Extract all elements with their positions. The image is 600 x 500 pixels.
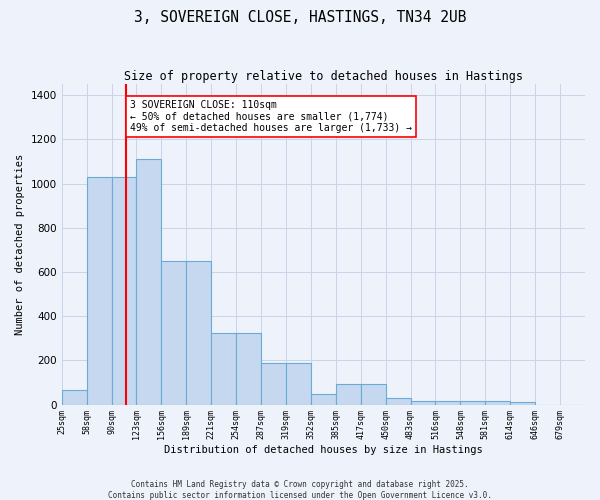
Bar bbox=[436, 402, 460, 404]
Bar bbox=[510, 402, 535, 404]
Bar bbox=[161, 261, 186, 404]
Y-axis label: Number of detached properties: Number of detached properties bbox=[15, 154, 25, 335]
Bar bbox=[261, 362, 286, 405]
Bar bbox=[86, 177, 112, 404]
Text: 3 SOVEREIGN CLOSE: 110sqm
← 50% of detached houses are smaller (1,774)
49% of se: 3 SOVEREIGN CLOSE: 110sqm ← 50% of detac… bbox=[130, 100, 412, 133]
Bar bbox=[186, 261, 211, 404]
Bar bbox=[236, 333, 261, 404]
Bar bbox=[62, 390, 86, 404]
Bar bbox=[136, 160, 161, 404]
Title: Size of property relative to detached houses in Hastings: Size of property relative to detached ho… bbox=[124, 70, 523, 83]
Bar bbox=[485, 402, 510, 404]
X-axis label: Distribution of detached houses by size in Hastings: Distribution of detached houses by size … bbox=[164, 445, 483, 455]
Bar bbox=[211, 333, 236, 404]
Bar bbox=[460, 402, 485, 404]
Bar bbox=[361, 384, 386, 404]
Bar bbox=[112, 177, 136, 404]
Bar bbox=[336, 384, 361, 404]
Bar bbox=[410, 402, 436, 404]
Bar bbox=[386, 398, 410, 404]
Text: Contains HM Land Registry data © Crown copyright and database right 2025.
Contai: Contains HM Land Registry data © Crown c… bbox=[108, 480, 492, 500]
Text: 3, SOVEREIGN CLOSE, HASTINGS, TN34 2UB: 3, SOVEREIGN CLOSE, HASTINGS, TN34 2UB bbox=[134, 10, 466, 25]
Bar bbox=[311, 394, 336, 404]
Bar bbox=[286, 362, 311, 405]
